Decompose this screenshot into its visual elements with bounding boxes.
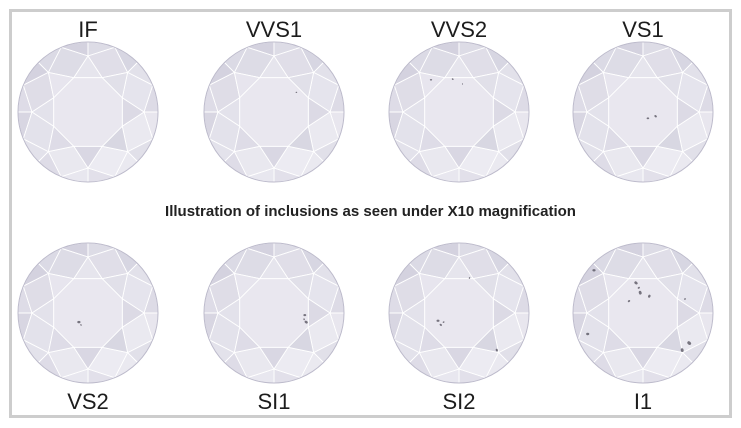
grade-label-vs2: VS2 [67, 389, 109, 414]
figure-caption: Illustration of inclusions as seen under… [165, 203, 576, 220]
diamond-outline [203, 242, 345, 384]
grade-label-vvs1: VVS1 [245, 17, 303, 42]
inclusion-mark [442, 321, 445, 323]
inclusion-mark [648, 294, 651, 298]
grade-label-vvs2: VVS2 [430, 17, 488, 42]
inclusion-mark [687, 341, 692, 345]
diamond-i1-illustration [572, 242, 714, 384]
table-facet [424, 77, 494, 147]
diamond-outline [17, 242, 159, 384]
diamond-si2-illustration [388, 242, 530, 384]
inclusion-mark [451, 78, 454, 80]
diamond-si1-illustration [203, 242, 345, 384]
inclusion-mark [303, 314, 307, 317]
diamond-facets [17, 41, 159, 183]
table-facet [608, 77, 678, 147]
diamond-outline [572, 41, 714, 183]
diamond-outline [388, 41, 530, 183]
inclusion-mark [586, 332, 590, 336]
inclusion-mark [295, 91, 298, 93]
inclusion-mark [80, 324, 82, 326]
diamond-outline [17, 41, 159, 183]
inclusion-mark [429, 78, 433, 81]
inclusion-mark [436, 319, 440, 322]
grade-label-if: IF [78, 17, 98, 42]
diamond-outline [203, 41, 345, 183]
table-facet [424, 278, 494, 348]
inclusion-mark [684, 298, 686, 300]
chart-frame [9, 9, 732, 418]
diamond-facets [572, 41, 714, 183]
table-facet [53, 77, 123, 147]
grade-label-i1: I1 [633, 389, 653, 414]
table-facet [239, 278, 309, 348]
grade-label-vs1: VS1 [622, 17, 664, 42]
diamond-facets [17, 242, 159, 384]
inclusion-mark [303, 318, 305, 321]
grade-label-si2: SI2 [442, 389, 476, 414]
diamond-if-illustration [17, 41, 159, 183]
diamond-outline [388, 242, 530, 384]
inclusion-mark [461, 83, 464, 85]
inclusion-mark [627, 300, 631, 303]
table-facet [239, 77, 309, 147]
inclusion-mark [439, 323, 442, 327]
diamond-facets [388, 242, 530, 384]
diamond-vvs1-illustration [203, 41, 345, 183]
inclusion-mark [495, 348, 498, 352]
inclusion-mark [77, 320, 81, 324]
diamond-facets [572, 242, 714, 384]
diamond-vs1-illustration [572, 41, 714, 183]
table-facet [608, 278, 678, 348]
inclusion-mark [646, 117, 650, 120]
diamond-vs2-illustration [17, 242, 159, 384]
diamond-facets [203, 242, 345, 384]
inclusion-mark [468, 277, 471, 279]
inclusion-mark [654, 115, 657, 118]
diamond-facets [388, 41, 530, 183]
inclusion-mark [304, 320, 308, 324]
inclusion-mark [592, 269, 596, 272]
grade-label-si1: SI1 [257, 389, 291, 414]
diamond-outline [572, 242, 714, 384]
inclusion-mark [634, 281, 638, 285]
inclusion-mark [638, 290, 642, 295]
diamond-facets [203, 41, 345, 183]
inclusion-mark [637, 286, 640, 289]
inclusion-mark [680, 348, 684, 352]
table-facet [53, 278, 123, 348]
diamond-vvs2-illustration [388, 41, 530, 183]
